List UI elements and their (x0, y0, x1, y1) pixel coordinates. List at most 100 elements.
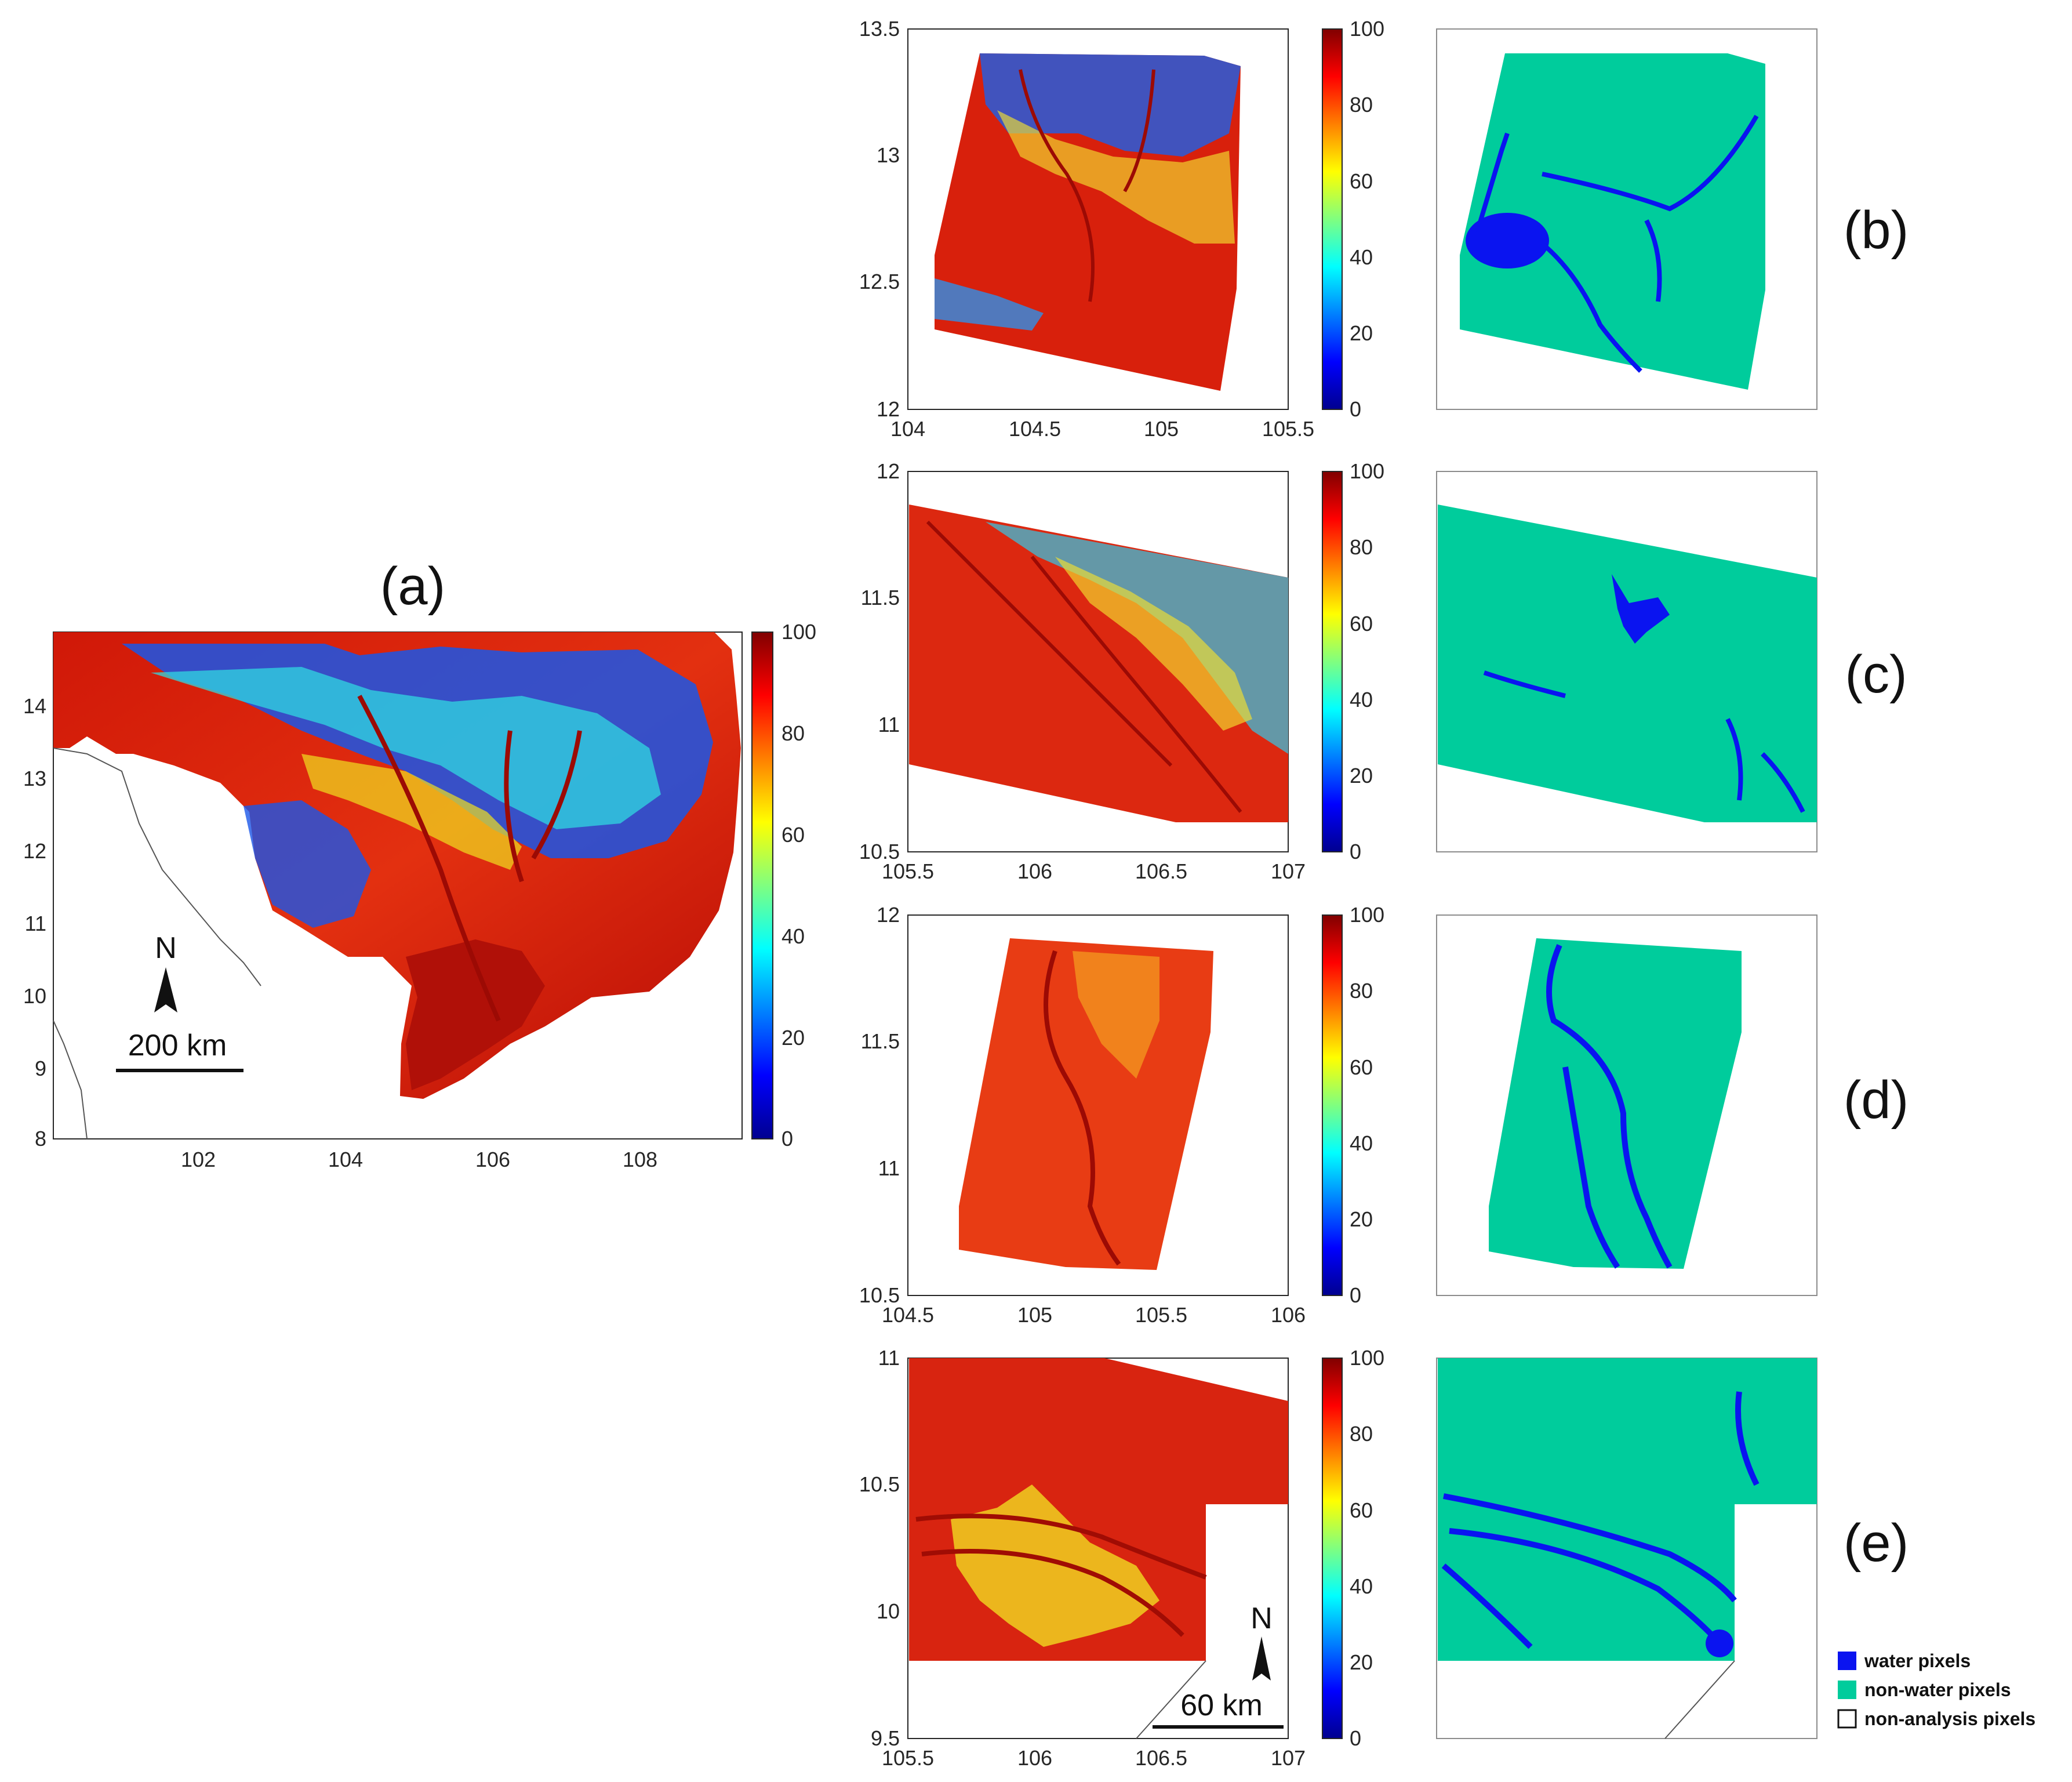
panel-c-rivers (926, 520, 1242, 813)
panel-a-delta (406, 939, 545, 1090)
panel-b-xticks: 104 104.5 105 105.5 (890, 417, 1314, 441)
colorbar-tick: 40 (781, 924, 805, 948)
colorbar-tick: 0 (1350, 1283, 1361, 1307)
tick-label: 11.5 (861, 586, 900, 609)
colorbar-tick: 20 (1350, 321, 1373, 345)
panel-d-yellow (1073, 951, 1159, 1079)
panel-b-transition (997, 110, 1235, 244)
colorbar-tick: 100 (1350, 17, 1384, 41)
tick-label: 106 (1017, 859, 1052, 883)
tick-label: 11.5 (861, 1029, 900, 1053)
tick-label: 105.5 (1135, 1303, 1187, 1327)
colorbar-tick: 80 (781, 721, 805, 745)
tick-label: 102 (181, 1148, 216, 1171)
panel-a-colorbar: 100 80 60 40 20 0 (751, 620, 816, 1151)
colorbar-tick: 60 (1350, 1055, 1373, 1079)
tick-label: 13.5 (859, 17, 900, 41)
panel-b-nonwater (1460, 53, 1765, 390)
scalebar-label: 200 km (128, 1029, 227, 1062)
colorbar-tick: 20 (1350, 1207, 1373, 1231)
tick-label: 12 (23, 839, 46, 863)
tick-label: 10 (23, 984, 46, 1008)
panel-e-xticks: 105.5 106 106.5 107 (882, 1746, 1306, 1770)
colorbar-tick: 100 (781, 620, 816, 644)
tick-label: 12.5 (859, 270, 900, 293)
panel-a-upland-cyan (151, 667, 661, 829)
colorbar (1322, 1358, 1343, 1739)
colorbar-tick: 60 (781, 823, 805, 847)
tick-label: 13 (23, 767, 46, 790)
tick-label: 14 (23, 694, 46, 718)
tick-label: 106.5 (1135, 859, 1187, 883)
panel-b-water-map (1460, 53, 1765, 390)
tick-label: 105 (1144, 417, 1179, 441)
colorbar-tick: 80 (1350, 93, 1373, 117)
tick-label: 104 (890, 417, 925, 441)
north-arrow-icon (1252, 1636, 1271, 1681)
panel-e-water-channels (1441, 1391, 1760, 1655)
panel-e-water-blob (1706, 1629, 1733, 1657)
panel-e-scalebar: 60 km (1153, 1689, 1284, 1729)
colorbar (1322, 914, 1343, 1296)
panel-b-label: (b) (1844, 201, 1909, 260)
colorbar-tick: 20 (1350, 764, 1373, 787)
colorbar-tick: 0 (1350, 840, 1361, 863)
tick-label: 105.5 (1262, 417, 1314, 441)
panel-c-nonwater (1438, 505, 1817, 822)
tick-label: 11 (878, 1346, 900, 1370)
colorbar-tick: 20 (1350, 1650, 1373, 1674)
colorbar-tick: 100 (1350, 459, 1384, 483)
panel-b-water-channels (1475, 114, 1759, 373)
legend-non-water-swatch (1838, 1681, 1856, 1699)
colorbar-tick: 80 (1350, 979, 1373, 1003)
tick-label: 104.5 (1009, 417, 1061, 441)
north-label: N (155, 931, 177, 965)
tick-label: 107 (1271, 1746, 1306, 1770)
panel-a: (a) 14 13 12 11 10 9 8 102 104 106 108 (23, 557, 816, 1171)
tick-label: 108 (623, 1148, 657, 1171)
tick-label: 11 (25, 912, 46, 935)
tick-label: 10.5 (859, 1283, 900, 1307)
panel-c-reservoir (1612, 574, 1670, 644)
panel-a-coastline (53, 747, 261, 1139)
tick-label: 11 (878, 713, 900, 736)
panel-c-yellow (1055, 557, 1252, 731)
panel-d-colorbar: 100 80 60 40 20 0 (1322, 903, 1384, 1307)
panel-b-upland (980, 53, 1241, 157)
colorbar-tick: 80 (1350, 1422, 1373, 1446)
panel-a-scalebar: 200 km (116, 1029, 243, 1072)
tick-label: 12 (877, 903, 900, 927)
panel-b: 13.5 13 12.5 12 104 104.5 105 105.5 100 … (859, 17, 1909, 441)
tick-label: 10.5 (859, 1472, 900, 1496)
panel-c-label: (c) (1845, 645, 1907, 704)
tick-label: 105.5 (882, 859, 934, 883)
panel-e-yellow (951, 1485, 1159, 1647)
panel-e-label: (e) (1844, 1514, 1909, 1573)
panel-e-rivers (915, 1514, 1207, 1637)
panel-c-colorbar: 100 80 60 40 20 0 (1322, 459, 1384, 863)
panel-b-map (935, 53, 1241, 391)
tick-label: 105 (1017, 1303, 1052, 1327)
panel-a-xticks: 102 104 106 108 (181, 1148, 657, 1171)
colorbar-tick: 60 (1350, 1498, 1373, 1522)
legend-non-water-label: non-water pixels (1864, 1679, 2011, 1700)
tick-label: 10 (877, 1599, 900, 1623)
tick-label: 8 (35, 1127, 46, 1151)
north-label: N (1251, 1602, 1273, 1635)
panel-d-rivers (1044, 950, 1121, 1266)
panel-e: N 60 km 11 10.5 10 9.5 105.5 106 106.5 1… (859, 1346, 1909, 1770)
tick-label: 106 (475, 1148, 510, 1171)
panel-e-yticks: 11 10.5 10 9.5 (859, 1346, 900, 1750)
panel-e-north-arrow: N (1251, 1602, 1273, 1681)
panel-b-rivers (1019, 69, 1155, 302)
north-arrow-icon (154, 967, 177, 1012)
tick-label: 107 (1271, 859, 1306, 883)
colorbar-tick: 40 (1350, 1574, 1373, 1598)
panel-d-water-channels (1546, 944, 1673, 1269)
tick-label: 9.5 (871, 1726, 900, 1750)
panel-c-xticks: 105.5 106 106.5 107 (882, 859, 1306, 883)
tick-label: 12 (877, 397, 900, 421)
panel-c: 12 11.5 11 10.5 105.5 106 106.5 107 100 … (859, 459, 1907, 883)
tick-label: 106 (1017, 1746, 1052, 1770)
